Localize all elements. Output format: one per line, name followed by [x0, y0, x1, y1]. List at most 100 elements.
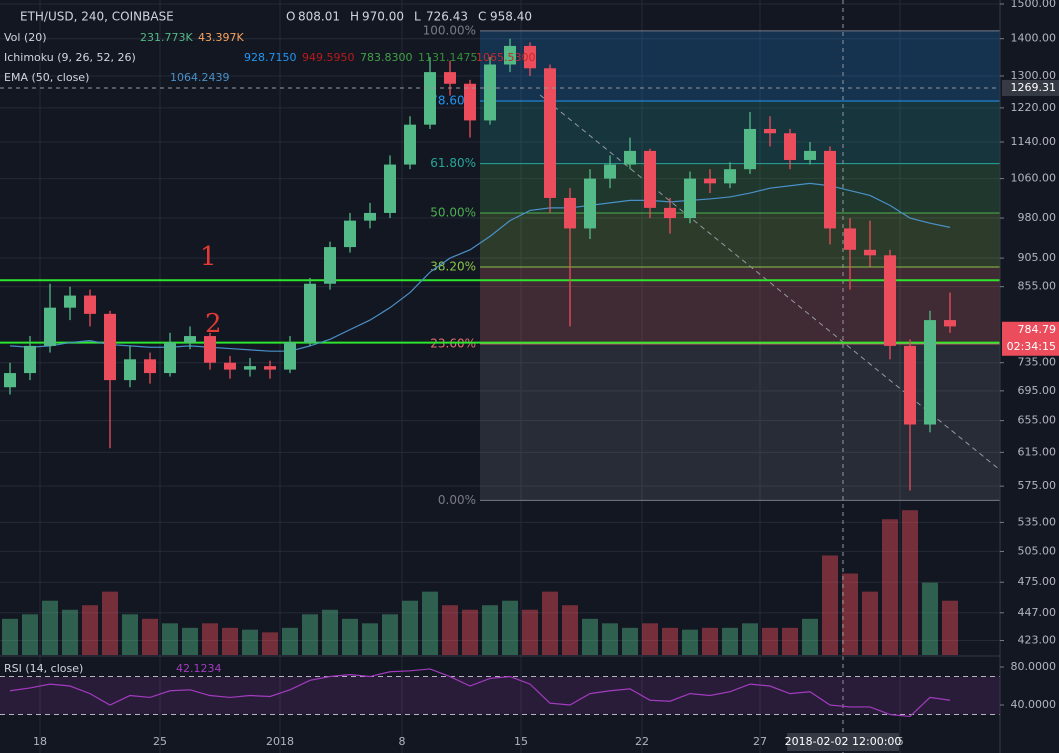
candle-body	[804, 150, 816, 160]
volume-bar	[682, 629, 698, 655]
volume-bar	[442, 605, 458, 655]
y-tick-label: 1220.00	[1011, 101, 1057, 114]
volume-bar	[362, 623, 378, 655]
indicator-value: 43.397K	[198, 31, 244, 44]
candle-body	[464, 83, 476, 121]
candle-body	[424, 72, 436, 125]
volume-bar	[22, 614, 38, 655]
y-tick-label: 1500.00	[1011, 0, 1057, 10]
volume-bar	[462, 609, 478, 655]
volume-bar	[162, 623, 178, 655]
candle-body	[184, 336, 196, 343]
candle-body	[604, 164, 616, 179]
rsi-line	[9, 668, 951, 718]
ohlc-value: 726.43	[426, 10, 468, 24]
x-tick-label: 27	[753, 735, 767, 748]
volume-bar	[762, 627, 778, 655]
volume-bar	[782, 627, 798, 655]
candle-body	[164, 342, 176, 374]
volume-bar	[842, 573, 858, 655]
y-tick-label: 1140.00	[1011, 135, 1057, 148]
candle-body	[364, 212, 376, 221]
fib-band	[480, 30, 1000, 101]
crosshair-price: 1269.31	[1011, 81, 1057, 94]
rsi-tick-label: 80.0000	[1011, 660, 1057, 673]
candle-body	[884, 255, 896, 346]
candle-body	[844, 228, 856, 250]
fib-label: 61.80%	[430, 156, 476, 170]
volume-bar	[302, 614, 318, 655]
volume-bar	[922, 582, 938, 655]
candle-body	[144, 359, 156, 374]
annotation: 1	[200, 242, 217, 272]
last-price: 784.79	[1018, 323, 1057, 336]
candle-body	[724, 169, 736, 184]
volume-bar	[402, 600, 418, 655]
x-tick-label: 22	[635, 735, 649, 748]
candle-body	[324, 247, 336, 284]
candle-body	[64, 295, 76, 308]
x-tick-label: 8	[399, 735, 406, 748]
candle-body	[44, 307, 56, 346]
x-tick-label: 2018	[266, 735, 294, 748]
candle-body	[864, 249, 876, 256]
candle-body	[344, 220, 356, 248]
volume-bar	[902, 510, 918, 655]
volume-bar	[802, 618, 818, 655]
candle-body	[944, 320, 956, 327]
volume-bar	[422, 591, 438, 655]
volume-bar	[822, 555, 838, 655]
y-tick-label: 695.00	[1018, 384, 1057, 397]
crosshair-time: 2018-02-02 12:00:00	[785, 735, 902, 748]
volume-bar	[862, 591, 878, 655]
volume-bar	[82, 605, 98, 655]
rsi-value: 42.1234	[176, 662, 222, 675]
candle-body	[244, 366, 256, 370]
volume-bar	[322, 609, 338, 655]
y-tick-label: 905.00	[1018, 251, 1057, 264]
fib-band	[480, 343, 1000, 501]
volume-bar	[642, 623, 658, 655]
candle-body	[624, 150, 636, 165]
y-tick-label: 1400.00	[1011, 32, 1057, 45]
ohlc-key: H	[350, 10, 359, 24]
y-tick-label: 1300.00	[1011, 69, 1057, 82]
indicator-name: Vol (20)	[4, 31, 47, 44]
y-tick-label: 505.00	[1018, 544, 1057, 557]
candle-body	[284, 342, 296, 370]
y-tick-label: 447.00	[1018, 606, 1057, 619]
volume-bar	[282, 627, 298, 655]
candle-body	[544, 68, 556, 198]
volume-bar	[182, 627, 198, 655]
candle-body	[104, 313, 116, 381]
volume-bar	[582, 618, 598, 655]
countdown: 02:34:15	[1007, 340, 1056, 353]
indicator-value: 928.7150	[244, 51, 297, 64]
y-tick-label: 475.00	[1018, 575, 1057, 588]
candle-body	[824, 150, 836, 229]
crosshair-price-box	[1002, 79, 1059, 96]
volume-bar	[742, 623, 758, 655]
candle-body	[124, 359, 136, 381]
indicator-value: 1064.2439	[170, 71, 230, 84]
rsi-tick-label: 40.0000	[1011, 698, 1057, 711]
volume-bar	[42, 600, 58, 655]
candle-body	[764, 128, 776, 134]
candle-body	[444, 72, 456, 84]
ohlc-key: L	[414, 10, 421, 24]
candle-body	[564, 197, 576, 229]
ohlc-value: 970.00	[362, 10, 404, 24]
volume-bar	[562, 605, 578, 655]
volume-bar	[622, 627, 638, 655]
candle-body	[4, 373, 16, 388]
candle-body	[684, 178, 696, 219]
volume-bar	[502, 600, 518, 655]
candle-body	[584, 178, 596, 229]
x-tick-label: 15	[514, 735, 528, 748]
candle-body	[404, 124, 416, 165]
candle-body	[924, 320, 936, 425]
rsi-band	[0, 676, 1000, 715]
ohlc-key: C	[478, 10, 486, 24]
volume-bar	[2, 618, 18, 655]
fib-label: 100.00%	[423, 23, 476, 37]
